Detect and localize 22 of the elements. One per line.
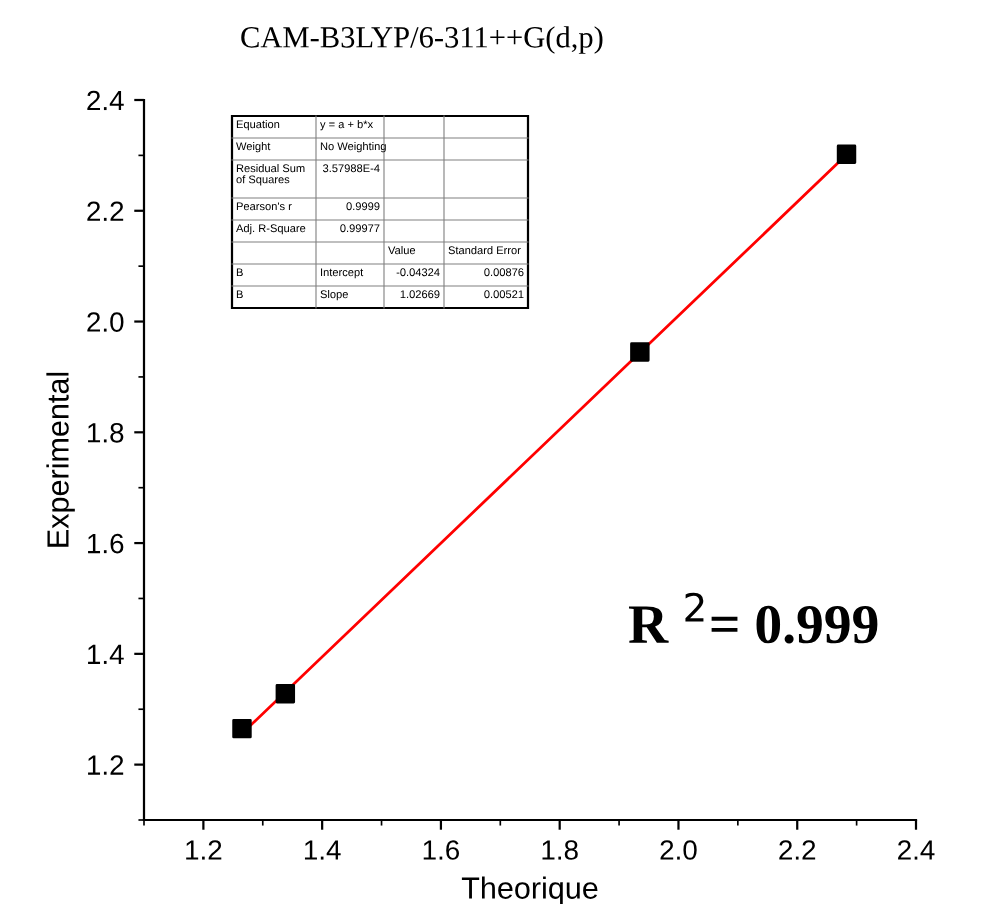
y-tick-label: 1.4 [88,644,124,664]
x-tick-label: 1.6 [423,840,460,860]
point [836,144,857,164]
y-axis-title: Experimental [46,372,75,547]
x-axis-title: Theorique [461,876,598,904]
y-tick-label: 2.0 [87,312,124,332]
chart-title: CAM-B3LYP/6-311++G(d,p) [241,26,603,54]
y-tick-label: 1.8 [88,422,124,443]
x-tick-label: 2.4 [898,840,935,860]
x-tick-label: 1.2 [186,840,222,860]
point [275,684,296,704]
y-tick-label: 2.2 [87,201,124,221]
y-tick-label: 2.4 [87,90,124,111]
x-tick-label: 2.0 [660,840,697,860]
annotation: R $^{2}$= 0.999 [628,592,878,644]
point [232,718,252,739]
y-tick-label: 1.2 [88,755,124,775]
x-tick-label: 1.8 [542,840,578,860]
x-tick-label: 2.2 [779,840,816,860]
y-tick-label: 1.6 [88,533,124,554]
x-tick-label: 1.4 [304,840,341,860]
point [630,342,650,362]
